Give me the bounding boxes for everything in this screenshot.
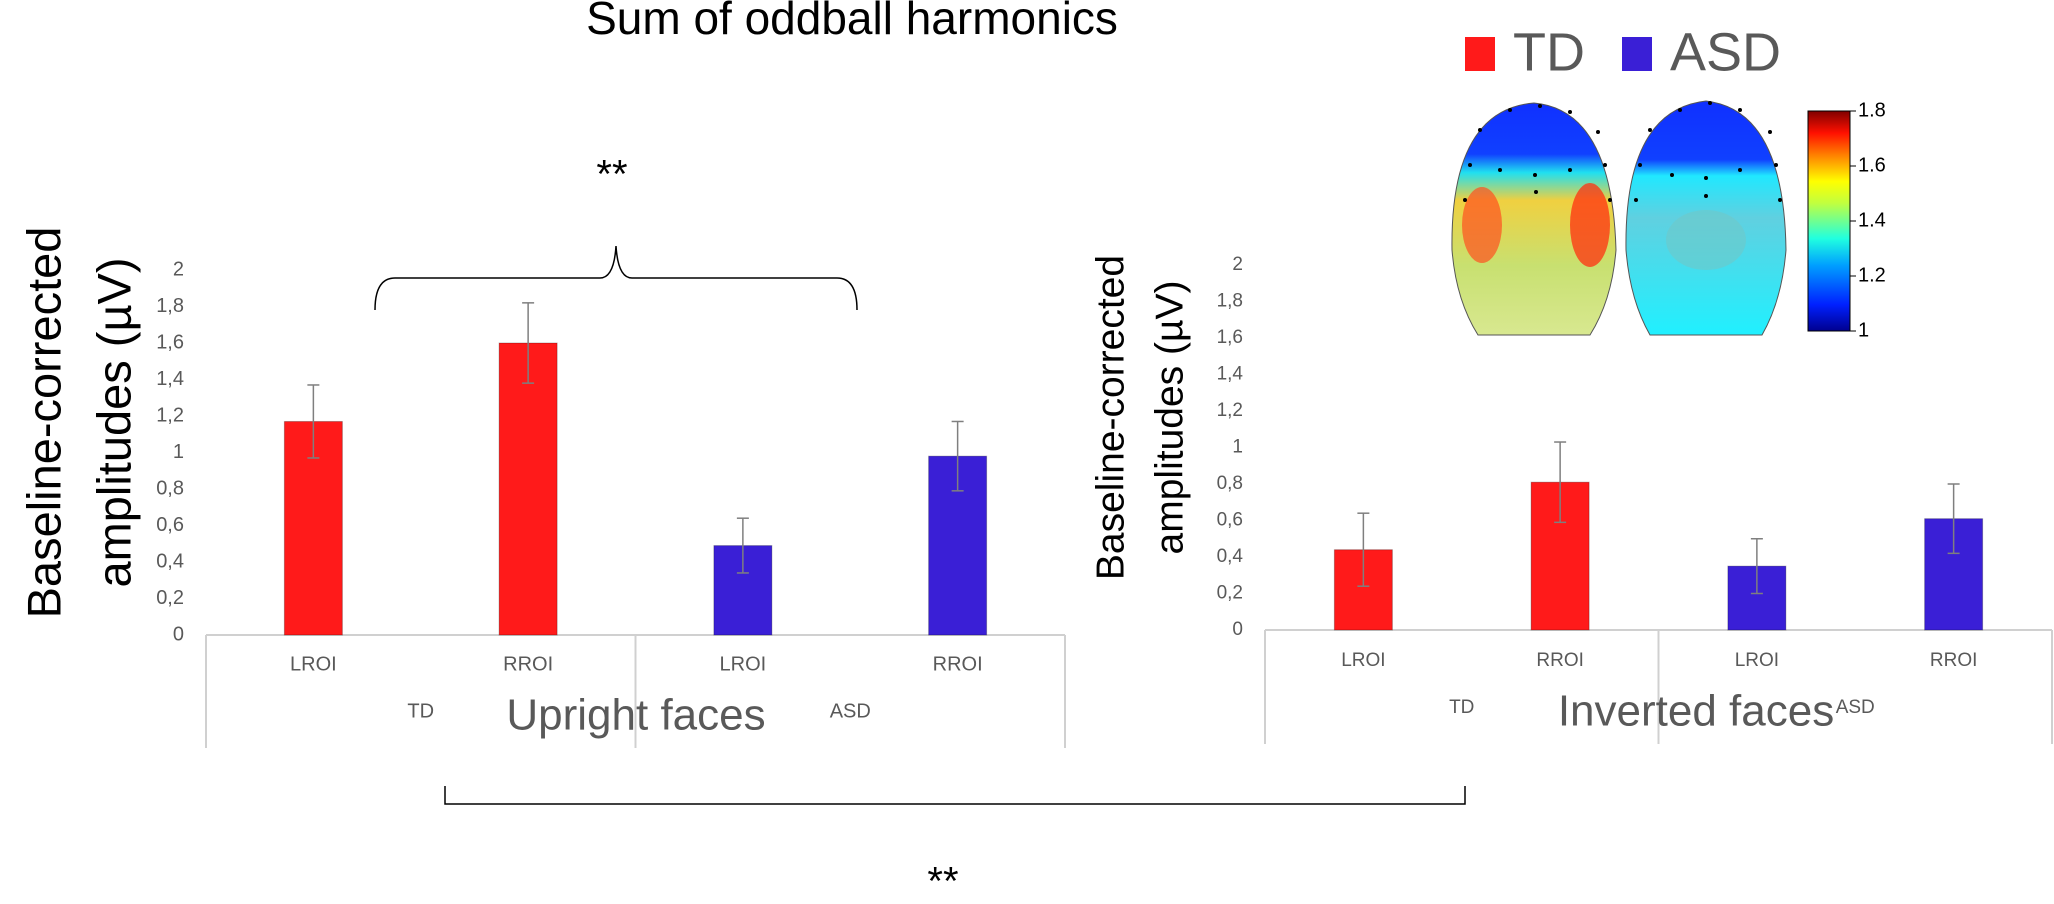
x-axis-label: Inverted faces xyxy=(1558,687,1834,736)
y-tick-label: 0 xyxy=(173,623,184,645)
figure: Sum of oddball harmonics ** ** TD ASD 1 1.2… xyxy=(0,0,2054,904)
significance: ** xyxy=(596,153,627,197)
y-axis-label: amplitudes (µV) xyxy=(87,257,140,587)
y-tick-label: 0,2 xyxy=(156,587,184,609)
x-tick-label: RROI xyxy=(933,653,983,675)
topography xyxy=(1452,101,1786,335)
y-tick-label: 1 xyxy=(1232,437,1243,458)
y-tick-label: 0,2 xyxy=(1217,583,1243,604)
x-axis-label: Upright faces xyxy=(506,691,765,740)
y-tick-label: 0,6 xyxy=(1217,510,1243,531)
chart-title: Sum of oddball harmonics xyxy=(586,0,1118,44)
group-label: ASD xyxy=(830,700,871,722)
group-label: TD xyxy=(1449,697,1474,718)
legend-swatch xyxy=(1465,37,1495,71)
brace xyxy=(375,246,857,310)
colorbar-tick-label: 1.2 xyxy=(1858,264,1886,286)
y-tick-label: 1 xyxy=(173,441,184,463)
y-tick-label: 0,6 xyxy=(156,514,184,536)
y-tick-label: 0,4 xyxy=(1217,546,1244,567)
legend-label: ASD xyxy=(1670,22,1781,82)
x-tick-label: RROI xyxy=(1930,650,1978,671)
y-tick-label: 1,6 xyxy=(1217,327,1243,348)
y-tick-label: 0,8 xyxy=(156,477,184,499)
y-tick-label: 0 xyxy=(1232,619,1243,640)
y-tick-label: 1,8 xyxy=(156,295,184,317)
x-tick-label: LROI xyxy=(1341,650,1385,671)
bar xyxy=(499,343,557,635)
x-tick-label: RROI xyxy=(1536,650,1584,671)
y-axis-label: Baseline-corrected xyxy=(1089,255,1132,580)
y-tick-label: 0,8 xyxy=(1217,473,1243,494)
y-tick-label: 1,8 xyxy=(1217,291,1243,312)
y-axis-label: Baseline-corrected xyxy=(17,227,70,619)
x-tick-label: LROI xyxy=(720,653,767,675)
legend-swatch xyxy=(1622,37,1652,71)
colorbar xyxy=(1808,111,1850,331)
y-tick-label: 1,4 xyxy=(156,368,184,390)
significance: ** xyxy=(927,860,958,904)
legend-label: TD xyxy=(1513,22,1585,82)
y-tick-label: 0,4 xyxy=(156,550,184,572)
y-axis-label: amplitudes (µV) xyxy=(1148,281,1191,555)
colorbar-tick-label: 1.4 xyxy=(1858,209,1886,231)
y-tick-label: 1,6 xyxy=(156,331,184,353)
group-label: TD xyxy=(407,700,434,722)
colorbar-tick-label: 1.8 xyxy=(1858,99,1886,121)
group-label: ASD xyxy=(1836,697,1875,718)
y-tick-label: 2 xyxy=(173,258,184,280)
x-tick-label: RROI xyxy=(503,653,553,675)
y-tick-label: 1,2 xyxy=(1217,400,1243,421)
bracket xyxy=(445,786,1465,804)
x-tick-label: LROI xyxy=(1735,650,1779,671)
colorbar-tick-label: 1.6 xyxy=(1858,154,1886,176)
y-tick-label: 1,2 xyxy=(156,404,184,426)
y-tick-label: 2 xyxy=(1232,254,1243,275)
x-tick-label: LROI xyxy=(290,653,337,675)
colorbar-tick-label: 1 xyxy=(1858,319,1869,341)
y-tick-label: 1,4 xyxy=(1217,364,1244,385)
